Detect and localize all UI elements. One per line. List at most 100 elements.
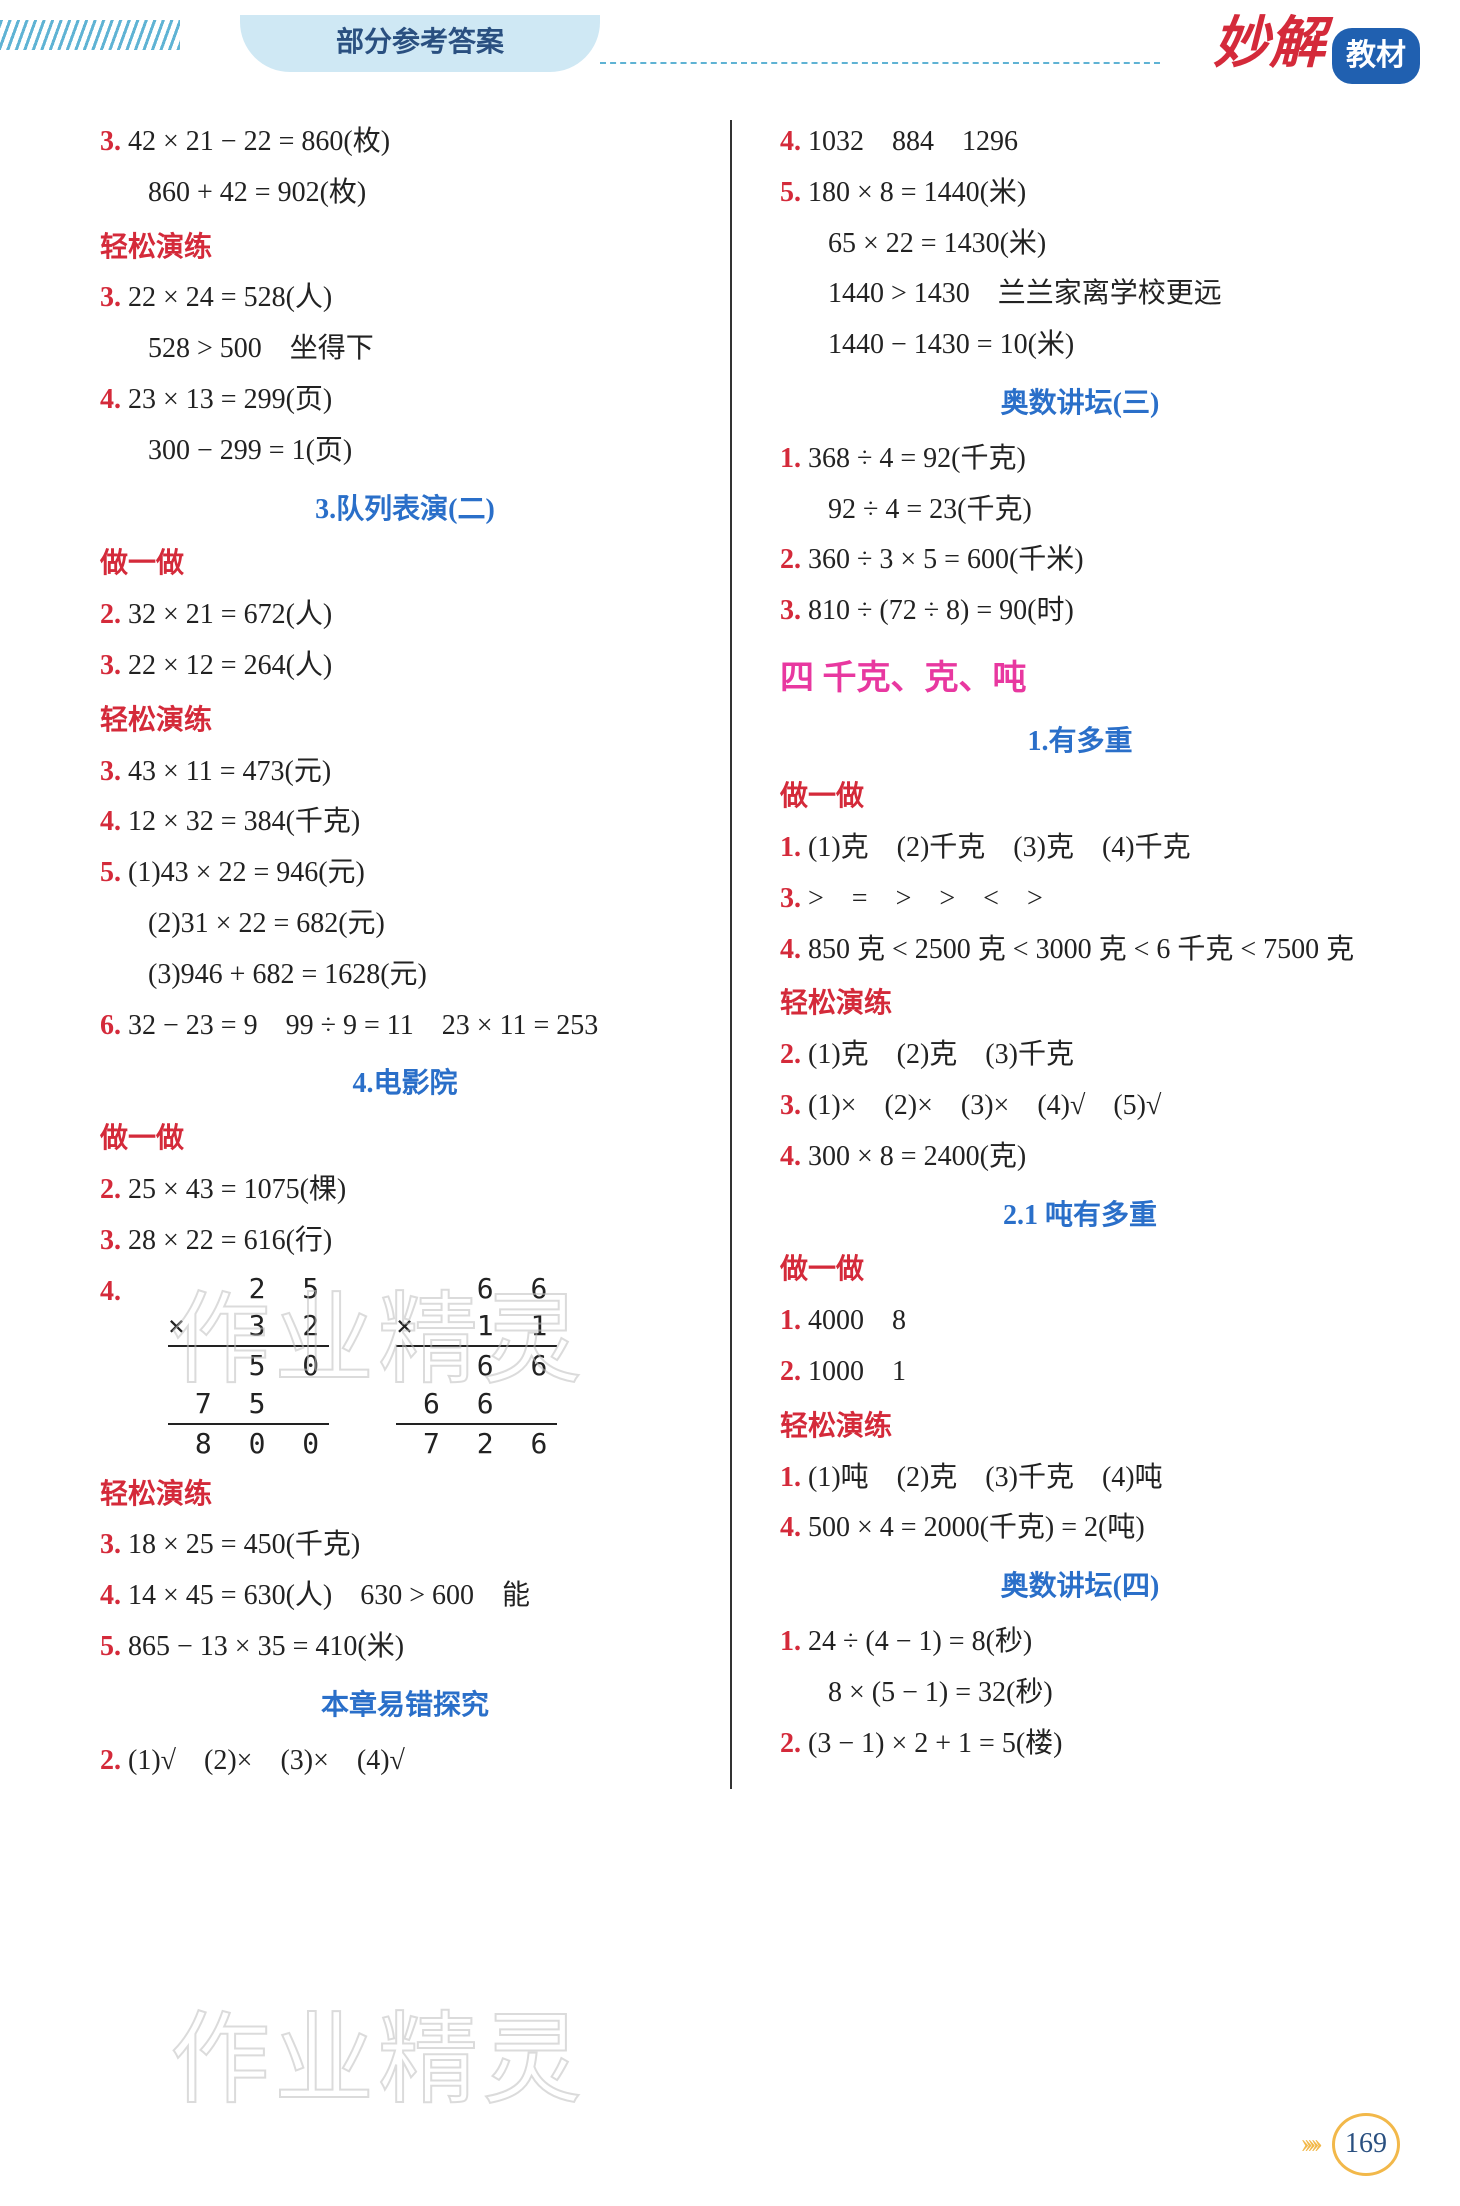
answer-line: 4. 2 5 × 3 2 5 0 7 5 8 0 0 6 6 × 1 1 6 6… [100,1270,710,1463]
answer-text: 42 × 21 − 22 = 860(枚) [128,126,390,157]
section-heading: 轻松演练 [100,1473,710,1518]
item-num: 3. [780,595,801,626]
item-num: 3. [780,1090,801,1121]
section-heading: 做一做 [100,1117,710,1162]
answer-text: (1)吨 (2)克 (3)千克 (4)吨 [808,1462,1163,1493]
answer-line: 2. 32 × 21 = 672(人) [100,593,710,638]
item-num: 2. [780,1356,801,1387]
item-num: 3. [100,650,121,681]
item-num: 4. [780,1512,801,1543]
answer-line: 3. 22 × 24 = 528(人) [100,276,710,321]
answer-line: 3. 810 ÷ (72 ÷ 8) = 90(时) [780,589,1380,634]
subsection-heading: 奥数讲坛(三) [780,382,1380,427]
answer-line: 65 × 22 = 1430(米) [780,222,1380,267]
item-num: 2. [780,544,801,575]
item-num: 4. [780,1141,801,1172]
answer-text: 1000 1 [808,1356,906,1387]
logo-pill: 教材 [1332,28,1420,84]
answer-line: 2. (1)克 (2)克 (3)千克 [780,1033,1380,1078]
logo-script: 妙解 [1213,13,1325,75]
answer-line: 2. 360 ÷ 3 × 5 = 600(千米) [780,538,1380,583]
item-num: 3. [100,756,121,787]
answer-text: 865 − 13 × 35 = 410(米) [128,1631,404,1662]
section-heading: 做一做 [100,542,710,587]
answer-text: 180 × 8 = 1440(米) [808,177,1026,208]
item-num: 1. [780,832,801,863]
item-num: 4. [100,806,121,837]
answer-line: 528 > 500 坐得下 [100,327,710,372]
answer-line: 4. 23 × 13 = 299(页) [100,378,710,423]
section-heading: 轻松演练 [780,982,1380,1027]
answer-line: 5. 180 × 8 = 1440(米) [780,171,1380,216]
item-num: 3. [780,883,801,914]
answer-text: (1)× (2)× (3)× (4)√ (5)√ [808,1090,1161,1121]
vertical-multiplication: 2 5 × 3 2 5 0 7 5 8 0 0 [168,1270,329,1463]
answer-line: 4. 300 × 8 = 2400(克) [780,1135,1380,1180]
answer-line: (2)31 × 22 = 682(元) [100,902,710,947]
answer-line: 2. 25 × 43 = 1075(棵) [100,1168,710,1213]
item-num: 5. [100,857,121,888]
answer-text: 25 × 43 = 1075(棵) [128,1174,346,1205]
answer-line: 4. 500 × 4 = 2000(千克) = 2(吨) [780,1506,1380,1551]
item-num: 5. [100,1631,121,1662]
page-number-value: 169 [1332,2113,1400,2176]
item-num: 1. [780,1462,801,1493]
answer-text: (1)√ (2)× (3)× (4)√ [128,1745,405,1776]
answer-line: 1440 > 1430 兰兰家离学校更远 [780,272,1380,317]
answer-text: 810 ÷ (72 ÷ 8) = 90(时) [808,595,1074,626]
answer-line: 2. 1000 1 [780,1350,1380,1395]
item-num: 1. [780,1305,801,1336]
header-stripes [0,20,180,50]
answer-line: 3. > = > > < > [780,877,1380,922]
section-heading: 轻松演练 [780,1405,1380,1450]
chapter-heading: 四 千克、克、吨 [780,652,1380,706]
answer-text: > = > > < > [808,883,1043,914]
answer-text: 500 × 4 = 2000(千克) = 2(吨) [808,1512,1145,1543]
header-dashed-line [600,62,1160,64]
right-column: 4. 1032 884 1296 5. 180 × 8 = 1440(米) 65… [740,120,1400,1789]
column-divider [730,120,732,1789]
subsection-heading: 奥数讲坛(四) [780,1565,1380,1610]
answer-text: 12 × 32 = 384(千克) [128,806,360,837]
answer-text: 1032 884 1296 [808,126,1018,157]
answer-text: 300 × 8 = 2400(克) [808,1141,1026,1172]
answer-line: 8 × (5 − 1) = 32(秒) [780,1671,1380,1716]
left-column: 3. 42 × 21 − 22 = 860(枚) 860 + 42 = 902(… [80,120,740,1789]
item-num: 6. [100,1010,121,1041]
answer-line: 2. (3 − 1) × 2 + 1 = 5(楼) [780,1722,1380,1767]
item-num: 2. [100,1174,121,1205]
page-number: ››››› 169 [1300,2113,1400,2176]
item-num: 1. [780,443,801,474]
answer-line: 5. (1)43 × 22 = 946(元) [100,851,710,896]
answer-line: 3. (1)× (2)× (3)× (4)√ (5)√ [780,1084,1380,1129]
content: 3. 42 × 21 − 22 = 860(枚) 860 + 42 = 902(… [0,120,1460,1789]
subsection-heading: 1.有多重 [780,720,1380,765]
answer-line: 4. 850 克 < 2500 克 < 3000 克 < 6 千克 < 7500… [780,928,1380,973]
answer-line: 6. 32 − 23 = 9 99 ÷ 9 = 11 23 × 11 = 253 [100,1004,710,1049]
header-banner: 部分参考答案 [240,15,600,72]
section-heading: 做一做 [780,775,1380,820]
item-num: 3. [100,126,121,157]
item-num: 4. [780,934,801,965]
answer-text: 24 ÷ (4 − 1) = 8(秒) [808,1626,1032,1657]
vertical-multiplication: 6 6 × 1 1 6 6 6 6 7 2 6 [396,1270,557,1463]
answer-line: (3)946 + 682 = 1628(元) [100,953,710,998]
answer-line: 1. 368 ÷ 4 = 92(千克) [780,437,1380,482]
item-num: 4. [100,384,121,415]
answer-line: 4. 14 × 45 = 630(人) 630 > 600 能 [100,1574,710,1619]
answer-line: 3. 28 × 22 = 616(行) [100,1219,710,1264]
answer-line: 3. 43 × 11 = 473(元) [100,750,710,795]
answer-line: 2. (1)√ (2)× (3)× (4)√ [100,1739,710,1784]
item-num: 1. [780,1626,801,1657]
item-num: 2. [780,1728,801,1759]
answer-line: 1440 − 1430 = 10(米) [780,323,1380,368]
item-num: 5. [780,177,801,208]
answer-text: 4000 8 [808,1305,906,1336]
item-num: 2. [780,1039,801,1070]
item-num: 2. [100,599,121,630]
section-heading: 轻松演练 [100,699,710,744]
answer-line: 860 + 42 = 902(枚) [100,171,710,216]
subsection-heading: 2.1 吨有多重 [780,1194,1380,1239]
item-num: 4. [100,1580,121,1611]
watermark: 作业精灵 [170,1980,586,2140]
